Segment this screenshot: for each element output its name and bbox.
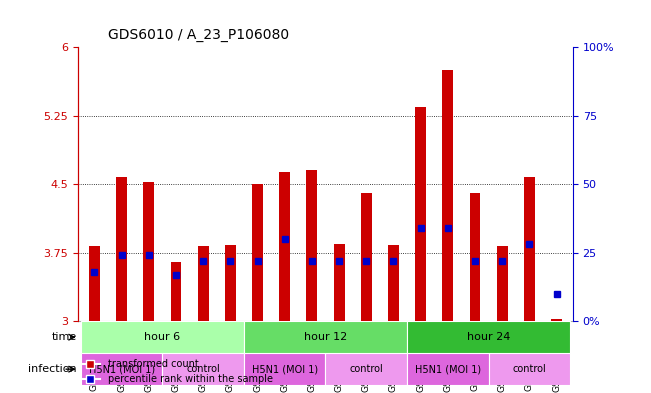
Bar — [334, 244, 344, 321]
Text: hour 6: hour 6 — [145, 332, 180, 342]
Text: hour 12: hour 12 — [304, 332, 347, 342]
Bar — [469, 193, 480, 321]
Text: H5N1 (MOI 1): H5N1 (MOI 1) — [252, 364, 318, 374]
FancyBboxPatch shape — [162, 353, 244, 385]
FancyBboxPatch shape — [81, 321, 244, 353]
Bar — [497, 246, 508, 321]
Bar — [443, 70, 453, 321]
Text: H5N1 (MOI 1): H5N1 (MOI 1) — [89, 364, 155, 374]
Bar — [388, 245, 399, 321]
Bar — [89, 246, 100, 321]
Bar — [171, 262, 182, 321]
Bar — [279, 172, 290, 321]
FancyBboxPatch shape — [244, 321, 407, 353]
FancyBboxPatch shape — [244, 353, 326, 385]
Bar — [524, 177, 535, 321]
Bar — [252, 184, 263, 321]
Bar — [551, 320, 562, 321]
Bar — [143, 182, 154, 321]
Bar — [361, 193, 372, 321]
FancyBboxPatch shape — [81, 353, 162, 385]
Bar — [116, 177, 127, 321]
Text: time: time — [51, 332, 77, 342]
FancyBboxPatch shape — [407, 353, 489, 385]
Text: GDS6010 / A_23_P106080: GDS6010 / A_23_P106080 — [108, 28, 289, 42]
Bar — [415, 107, 426, 321]
Bar — [198, 246, 208, 321]
Bar — [307, 171, 317, 321]
Text: control: control — [512, 364, 546, 374]
FancyBboxPatch shape — [407, 321, 570, 353]
Text: H5N1 (MOI 1): H5N1 (MOI 1) — [415, 364, 481, 374]
Text: control: control — [186, 364, 220, 374]
Text: hour 24: hour 24 — [467, 332, 510, 342]
FancyBboxPatch shape — [326, 353, 407, 385]
Legend: transformed count, percentile rank within the sample: transformed count, percentile rank withi… — [76, 356, 277, 388]
Text: infection: infection — [28, 364, 77, 374]
Bar — [225, 245, 236, 321]
Text: control: control — [350, 364, 383, 374]
FancyBboxPatch shape — [489, 353, 570, 385]
